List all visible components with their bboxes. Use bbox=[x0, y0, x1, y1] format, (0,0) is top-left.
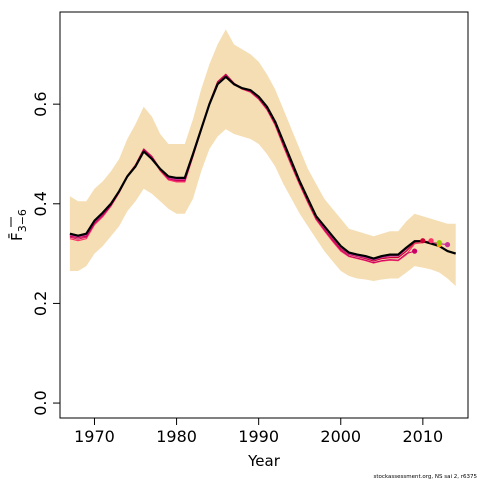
x-axis-title: Year bbox=[247, 452, 281, 470]
x-tick-label-1990: 1990 bbox=[238, 427, 279, 446]
y-tick-label-2: 0.4 bbox=[31, 191, 50, 216]
y-axis-title-main: F̄ bbox=[7, 232, 26, 241]
y-tick-label-0: 0.0 bbox=[31, 390, 50, 415]
x-axis: 1970 1980 1990 2000 2010 bbox=[74, 418, 443, 446]
series-end-point-4 bbox=[436, 240, 442, 246]
y-axis: 0.0 0.2 0.4 0.6 bbox=[31, 91, 60, 416]
series-line-0 bbox=[69, 75, 457, 260]
y-tick-label-3: 0.6 bbox=[31, 91, 50, 116]
series-end-point-5 bbox=[444, 242, 451, 248]
plot-frame bbox=[59, 11, 469, 419]
x-tick-label-2010: 2010 bbox=[402, 427, 443, 446]
y-tick-label-1: 0.2 bbox=[31, 291, 50, 316]
y-axis-title-subscript: 3−6 bbox=[16, 209, 29, 232]
confidence-band-layer bbox=[69, 29, 456, 287]
series-layer bbox=[69, 73, 457, 264]
credit-text: stockassessment.org, NS sai 2, r6375 bbox=[374, 474, 478, 480]
series-end-point-1 bbox=[420, 238, 426, 244]
end-points-layer bbox=[412, 238, 451, 254]
x-tick-label-2000: 2000 bbox=[320, 427, 361, 446]
series-end-point-6 bbox=[412, 248, 418, 254]
x-tick-label-1970: 1970 bbox=[74, 427, 115, 446]
x-tick-label-1980: 1980 bbox=[156, 427, 197, 446]
confidence-band bbox=[69, 29, 456, 287]
y-axis-title: F̄3−6 bbox=[7, 209, 29, 241]
series-end-point-2 bbox=[428, 238, 434, 244]
